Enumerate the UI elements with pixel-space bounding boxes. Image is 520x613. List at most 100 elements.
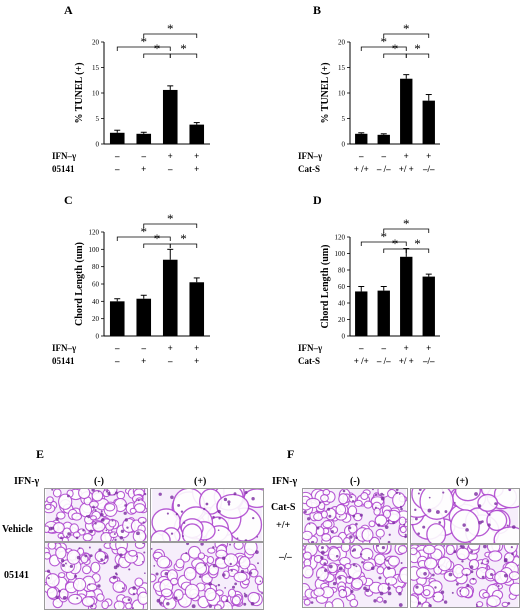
nucleus-dot <box>105 529 108 532</box>
bar-1 <box>109 301 125 336</box>
condition-symbol: – <box>358 151 364 161</box>
nucleus-dot <box>90 604 94 608</box>
alveolus <box>216 493 250 519</box>
nucleus-dot <box>60 536 63 540</box>
nucleus-dot <box>240 569 245 573</box>
nucleus-dot <box>166 601 170 606</box>
condition-symbol: – /– <box>376 164 391 174</box>
nucleus-dot <box>244 490 248 494</box>
y-tick-label: 100 <box>335 250 346 258</box>
alveolus <box>160 588 173 598</box>
nucleus-dot <box>126 526 129 529</box>
alveolus <box>104 503 116 512</box>
nucleus-dot <box>64 562 67 565</box>
nucleus-dot <box>376 545 380 547</box>
nucleus-dot <box>76 597 79 600</box>
micrograph-e-vehicle-pos <box>150 488 264 542</box>
alveolus <box>125 602 133 609</box>
alveolus <box>101 600 109 609</box>
condition-symbol: + <box>404 151 409 161</box>
alveolus <box>204 587 217 602</box>
nucleus-dot <box>448 572 453 577</box>
nucleus-dot <box>203 507 206 511</box>
condition-label: 05141 <box>52 164 75 174</box>
nucleus-dot <box>387 566 391 570</box>
alveolus <box>422 589 431 597</box>
alveolus <box>233 543 244 550</box>
row-header-cat-s: Cat-S <box>271 502 296 513</box>
condition-symbol: + /+ <box>354 164 369 174</box>
nucleus-dot <box>159 601 163 605</box>
condition-symbol: –/– <box>422 164 435 174</box>
nucleus-dot <box>338 576 342 580</box>
alveolus <box>384 576 398 586</box>
alveolus <box>340 545 351 553</box>
nucleus-dot <box>428 496 431 499</box>
nucleus-dot <box>61 563 66 568</box>
y-tick-label: 40 <box>92 298 100 306</box>
condition-symbol: + <box>141 164 146 174</box>
nucleus-dot <box>398 603 403 607</box>
nucleus-dot <box>470 570 474 574</box>
nucleus-dot <box>359 513 363 517</box>
nucleus-dot <box>427 508 432 513</box>
significance-star: * <box>167 21 174 36</box>
condition-symbol: – <box>141 151 147 161</box>
condition-symbol: + <box>168 343 173 353</box>
alveolus <box>399 567 407 584</box>
nucleus-dot <box>217 529 220 532</box>
significance-star: * <box>403 216 410 231</box>
alveolus <box>375 528 385 538</box>
alveolus <box>188 545 201 559</box>
y-axis-label: % TUNEL (+) <box>320 62 331 123</box>
condition-symbol: – <box>114 356 120 366</box>
alveolus <box>233 571 248 583</box>
alveolus <box>477 493 499 512</box>
nucleus-dot <box>323 562 327 566</box>
nucleus-dot <box>367 556 370 559</box>
alveolus <box>327 562 338 574</box>
nucleus-dot <box>317 576 320 579</box>
alveolus <box>468 545 481 551</box>
nucleus-dot <box>151 547 153 550</box>
nucleus-dot <box>55 595 59 599</box>
alveolus <box>45 525 50 534</box>
y-tick-label: 0 <box>342 333 346 341</box>
nucleus-dot <box>254 550 259 555</box>
y-tick-label: 20 <box>92 39 100 47</box>
alveolus <box>68 593 83 605</box>
alveolus <box>456 547 470 561</box>
alveolus <box>213 604 222 609</box>
nucleus-dot <box>122 539 125 541</box>
nucleus-dot <box>215 565 218 568</box>
nucleus-dot <box>320 550 325 555</box>
nucleus-dot <box>236 537 239 540</box>
nucleus-dot <box>46 569 51 573</box>
micrograph-f-ko-pos <box>410 544 520 608</box>
alveolus <box>194 562 208 575</box>
panel-letter-d: D <box>313 193 322 207</box>
nucleus-dot <box>398 591 402 596</box>
nucleus-dot <box>66 494 70 498</box>
alveolus <box>303 565 314 579</box>
nucleus-dot <box>212 564 216 568</box>
condition-symbol: + <box>141 356 146 366</box>
nucleus-dot <box>507 601 511 605</box>
bar-3 <box>162 259 178 336</box>
nucleus-dot <box>316 526 320 530</box>
y-tick-label: 60 <box>92 281 100 289</box>
bar-1 <box>355 291 368 336</box>
bar-3 <box>400 256 413 336</box>
nucleus-dot <box>503 573 508 578</box>
significance-star: * <box>180 41 187 56</box>
alveolus <box>501 601 509 607</box>
nucleus-dot <box>82 529 85 532</box>
alveolus <box>206 555 215 565</box>
nucleus-dot <box>387 582 390 585</box>
nucleus-dot <box>348 576 352 579</box>
y-tick-label: 80 <box>338 267 346 275</box>
nucleus-dot <box>423 571 427 576</box>
nucleus-dot <box>392 521 395 525</box>
nucleus-dot <box>177 503 181 507</box>
nucleus-dot <box>377 523 381 527</box>
